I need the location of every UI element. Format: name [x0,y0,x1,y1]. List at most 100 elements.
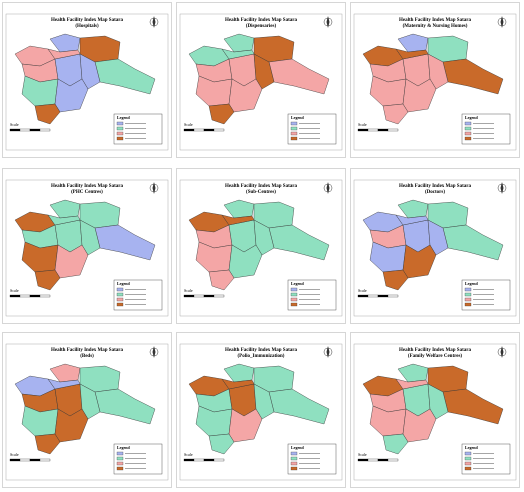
map-frame [179,13,343,151]
legend-swatch [290,461,298,466]
scale-bar [39,458,51,462]
scale-bar [213,294,225,298]
map-panel: Health Facility Index Map Satara(Polio_I… [176,332,346,488]
legend-swatch [464,126,472,131]
taluka-region [427,53,449,90]
legend-swatch [116,466,124,471]
map-subtitle: (Family Welfare Centres) [408,354,462,359]
legend-swatch [464,466,472,471]
legend-swatch [290,292,298,297]
map [188,199,330,291]
taluka-region [382,103,409,125]
scale-label: Scale [10,288,19,293]
map [14,199,156,291]
legend-swatch [116,126,124,131]
legend-title: Legend [291,281,304,286]
legend-swatch [290,451,298,456]
scale-bar [377,294,389,298]
map-frame [353,343,517,481]
legend-title: Legend [465,281,478,286]
taluka-region [208,433,235,455]
legend-swatch [116,461,124,466]
taluka-region [382,269,409,291]
scale-bar [203,128,215,132]
map-title: Health Facility Index Map Satara [225,184,297,189]
map-panel: Health Facility Index Map Satara(Dispens… [176,2,346,158]
map [188,33,330,125]
legend-swatch [290,456,298,461]
map-panel: Health Facility Index Map Satara(Doctors… [350,168,520,324]
scale-bar [183,294,195,298]
scale-label: Scale [358,452,367,457]
map-frame [5,343,169,481]
taluka-region [49,33,81,53]
taluka-region [268,224,330,261]
scale-label: Scale [184,452,193,457]
taluka-region [49,199,81,219]
taluka-region [442,58,504,95]
taluka-region [253,53,275,90]
map-subtitle: (Hospitals) [75,24,99,29]
taluka-region [223,199,255,219]
scale-bar [367,458,379,462]
taluka-region [397,199,429,219]
scale-label: Scale [184,288,193,293]
taluka-region [34,103,61,125]
taluka-region [442,388,504,425]
scale-bar [387,128,399,132]
taluka-region [49,363,81,383]
scale-label: Scale [10,452,19,457]
map-frame [5,13,169,151]
taluka-region [253,383,275,420]
taluka-region [427,219,449,256]
scale-bar [19,294,31,298]
taluka-region [221,48,255,60]
scale-bar [39,128,51,132]
map [14,33,156,125]
scale-bar [9,294,21,298]
taluka-region [395,214,429,226]
scale-bar [377,128,389,132]
taluka-region [253,219,275,256]
scale-bar [29,458,41,462]
legend-swatch [290,297,298,302]
taluka-region [221,214,255,226]
legend-swatch [116,121,124,126]
scale-bar [357,458,369,462]
scale-bar [387,458,399,462]
scale-bar [213,128,225,132]
scale-bar [203,294,215,298]
legend-swatch [290,287,298,292]
map [362,33,504,125]
legend-title: Legend [117,445,130,450]
scale-bar [19,458,31,462]
legend-swatch [116,302,124,307]
map-panel: Health Facility Index Map Satara(Beds) Le… [2,332,172,488]
scale-bar [9,458,21,462]
scale-bar [193,458,205,462]
north-arrow-head [500,182,504,194]
map [188,363,330,455]
legend-swatch [464,136,472,141]
map-panel: Health Facility Index Map Satara(Hospita… [2,2,172,158]
scale-bar [9,128,21,132]
legend-swatch [116,131,124,136]
scale-bar [19,128,31,132]
taluka-region [79,219,101,256]
taluka-region [223,33,255,53]
taluka-region [79,53,101,90]
scale-label: Scale [184,122,193,127]
taluka-region [395,378,429,390]
scale-bar [203,458,215,462]
legend-title: Legend [291,445,304,450]
legend-swatch [290,302,298,307]
scale-label: Scale [358,288,367,293]
legend-swatch [290,136,298,141]
legend-swatch [290,121,298,126]
taluka-region [34,433,61,455]
taluka-region [397,33,429,53]
map-title: Health Facility Index Map Satara [51,184,123,189]
map-frame [179,179,343,317]
legend-swatch [464,297,472,302]
taluka-region [223,363,255,383]
